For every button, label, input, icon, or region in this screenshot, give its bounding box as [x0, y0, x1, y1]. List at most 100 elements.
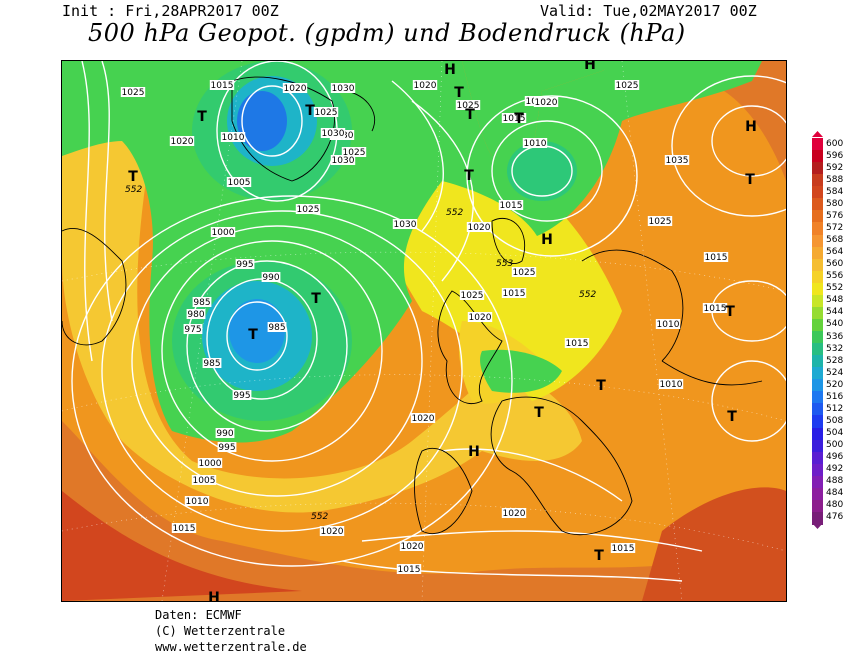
- high-pressure-marker: H: [468, 444, 480, 460]
- graticule: [62, 61, 786, 601]
- isobar-label-box: [455, 100, 481, 110]
- isobar-label-box: [533, 97, 559, 107]
- low-pressure-marker: T: [465, 107, 475, 123]
- isobar-label: 990: [262, 273, 279, 283]
- low-pressure-marker: T: [454, 85, 464, 101]
- orange-dark-field: [62, 421, 786, 601]
- green-field-central-europe: [480, 349, 562, 393]
- isobar-label: 1020: [412, 414, 435, 424]
- legend-color-cell: [812, 258, 823, 272]
- isobar-label: 995: [218, 443, 235, 453]
- isobar-label-box: [186, 309, 206, 319]
- isobar-label: 1025: [457, 101, 480, 111]
- legend-color-cell: [812, 343, 823, 356]
- legend-color-cell: [812, 186, 823, 199]
- isobar-label-box: [399, 541, 425, 551]
- isobar-label: 1000: [212, 228, 235, 238]
- isobar-label-box: [215, 428, 235, 438]
- isobar-label: 1025: [315, 108, 338, 118]
- isobar-label: 1015: [503, 114, 526, 124]
- isobar-label: 1020: [321, 527, 344, 537]
- isobar-label-box: [184, 496, 210, 506]
- isobar-label: 1025: [461, 291, 484, 301]
- red-field-se: [642, 487, 786, 601]
- isobar-label: 1010: [660, 380, 683, 390]
- green-field-ne: [602, 61, 762, 121]
- isobar-label: 1020: [535, 98, 558, 108]
- legend-label: 480: [826, 500, 844, 511]
- isobar-label-box: [120, 87, 146, 97]
- legend-label: 600: [826, 138, 844, 149]
- legend-color-cell: [812, 475, 823, 489]
- isobar-label-box: [658, 379, 684, 389]
- pressure-labels: 1025101510201025103010201030102510201025…: [120, 80, 729, 575]
- legend-label: 584: [826, 186, 844, 197]
- isobar-label-box: [703, 252, 729, 262]
- low-pressure-marker: T: [128, 169, 138, 185]
- isobars: [71, 61, 786, 582]
- isobar-label-box: [210, 227, 236, 237]
- legend-label: 536: [826, 331, 844, 342]
- legend-label: 592: [826, 162, 844, 173]
- legend-color-cell: [812, 294, 823, 308]
- coastlines: [62, 76, 763, 536]
- legend-color-cell: [812, 355, 823, 368]
- legend-color-cell: [812, 367, 823, 380]
- legend-color-cell: [812, 499, 823, 513]
- isobar-label-box: [191, 475, 217, 485]
- legend-color-cell: [812, 463, 823, 477]
- geopotential-label: 552: [125, 185, 142, 195]
- legend-label: 500: [826, 440, 844, 451]
- isobar-label-box: [655, 319, 681, 329]
- isobar-label: 1015: [566, 339, 589, 349]
- isobar-label-box: [330, 83, 356, 93]
- legend-label: 528: [826, 355, 844, 366]
- high-pressure-marker: H: [208, 590, 220, 601]
- isobar-label: 1000: [199, 459, 222, 469]
- isobar-label-box: [467, 312, 493, 322]
- isobar-label-box: [171, 523, 197, 533]
- legend-label: 520: [826, 379, 844, 390]
- low-pressure-marker: T: [745, 172, 755, 188]
- legend-label: 560: [826, 259, 844, 270]
- isobar-label-box: [664, 155, 690, 165]
- isobar-label: 1015: [503, 289, 526, 299]
- copyright: (C) Wetterzentrale: [155, 624, 286, 638]
- isobar-label: 990: [216, 429, 233, 439]
- low-pressure-marker: T: [514, 111, 524, 127]
- legend-label: 572: [826, 222, 844, 233]
- legend-color-cell: [812, 331, 823, 344]
- low-pressure-marker: T: [464, 168, 474, 184]
- legend-label: 568: [826, 235, 844, 246]
- isobar-label-box: [410, 413, 436, 423]
- isobar-label-box: [202, 358, 222, 368]
- isobar-label-box: [501, 113, 527, 123]
- isobar-label: 1005: [193, 476, 216, 486]
- low-pressure-marker: T: [725, 304, 735, 320]
- legend-color-cell: [812, 403, 823, 416]
- isobar-label-box: [392, 219, 418, 229]
- weather-map: 1025101510201025103010201030102510201025…: [61, 60, 787, 602]
- legend-color-cell: [812, 138, 823, 151]
- map-title: 500 hPa Geopot. (gpdm) und Bodendruck (h…: [88, 19, 686, 47]
- geopotential-label: 553: [496, 259, 513, 269]
- isobar-label-box: [282, 83, 308, 93]
- isobar-label-box: [183, 324, 203, 334]
- legend-label: 476: [826, 512, 844, 523]
- website-link[interactable]: www.wetterzentrale.de: [155, 640, 307, 654]
- isobar-label-box: [267, 322, 287, 332]
- isobar-label-box: [209, 80, 235, 90]
- isobar-label: 1035: [666, 156, 689, 166]
- low-pressure-marker: T: [197, 109, 207, 125]
- init-time: Init : Fri,28APR2017 00Z: [62, 2, 279, 20]
- legend-arrows: [812, 131, 823, 529]
- low-pressure-marker: T: [727, 409, 737, 425]
- geopotential-label: 552: [446, 208, 463, 218]
- legend-color-cell: [812, 487, 823, 501]
- high-pressure-marker: H: [541, 232, 553, 248]
- isobar-label-box: [614, 80, 640, 90]
- isobar-label: 1015: [612, 544, 635, 554]
- isobar-label: 1030: [332, 84, 355, 94]
- low-pressure-marker: T: [594, 548, 604, 564]
- pressure-center-markers: HHTTTTTTHTTHTHTTTHTTTH: [128, 61, 757, 601]
